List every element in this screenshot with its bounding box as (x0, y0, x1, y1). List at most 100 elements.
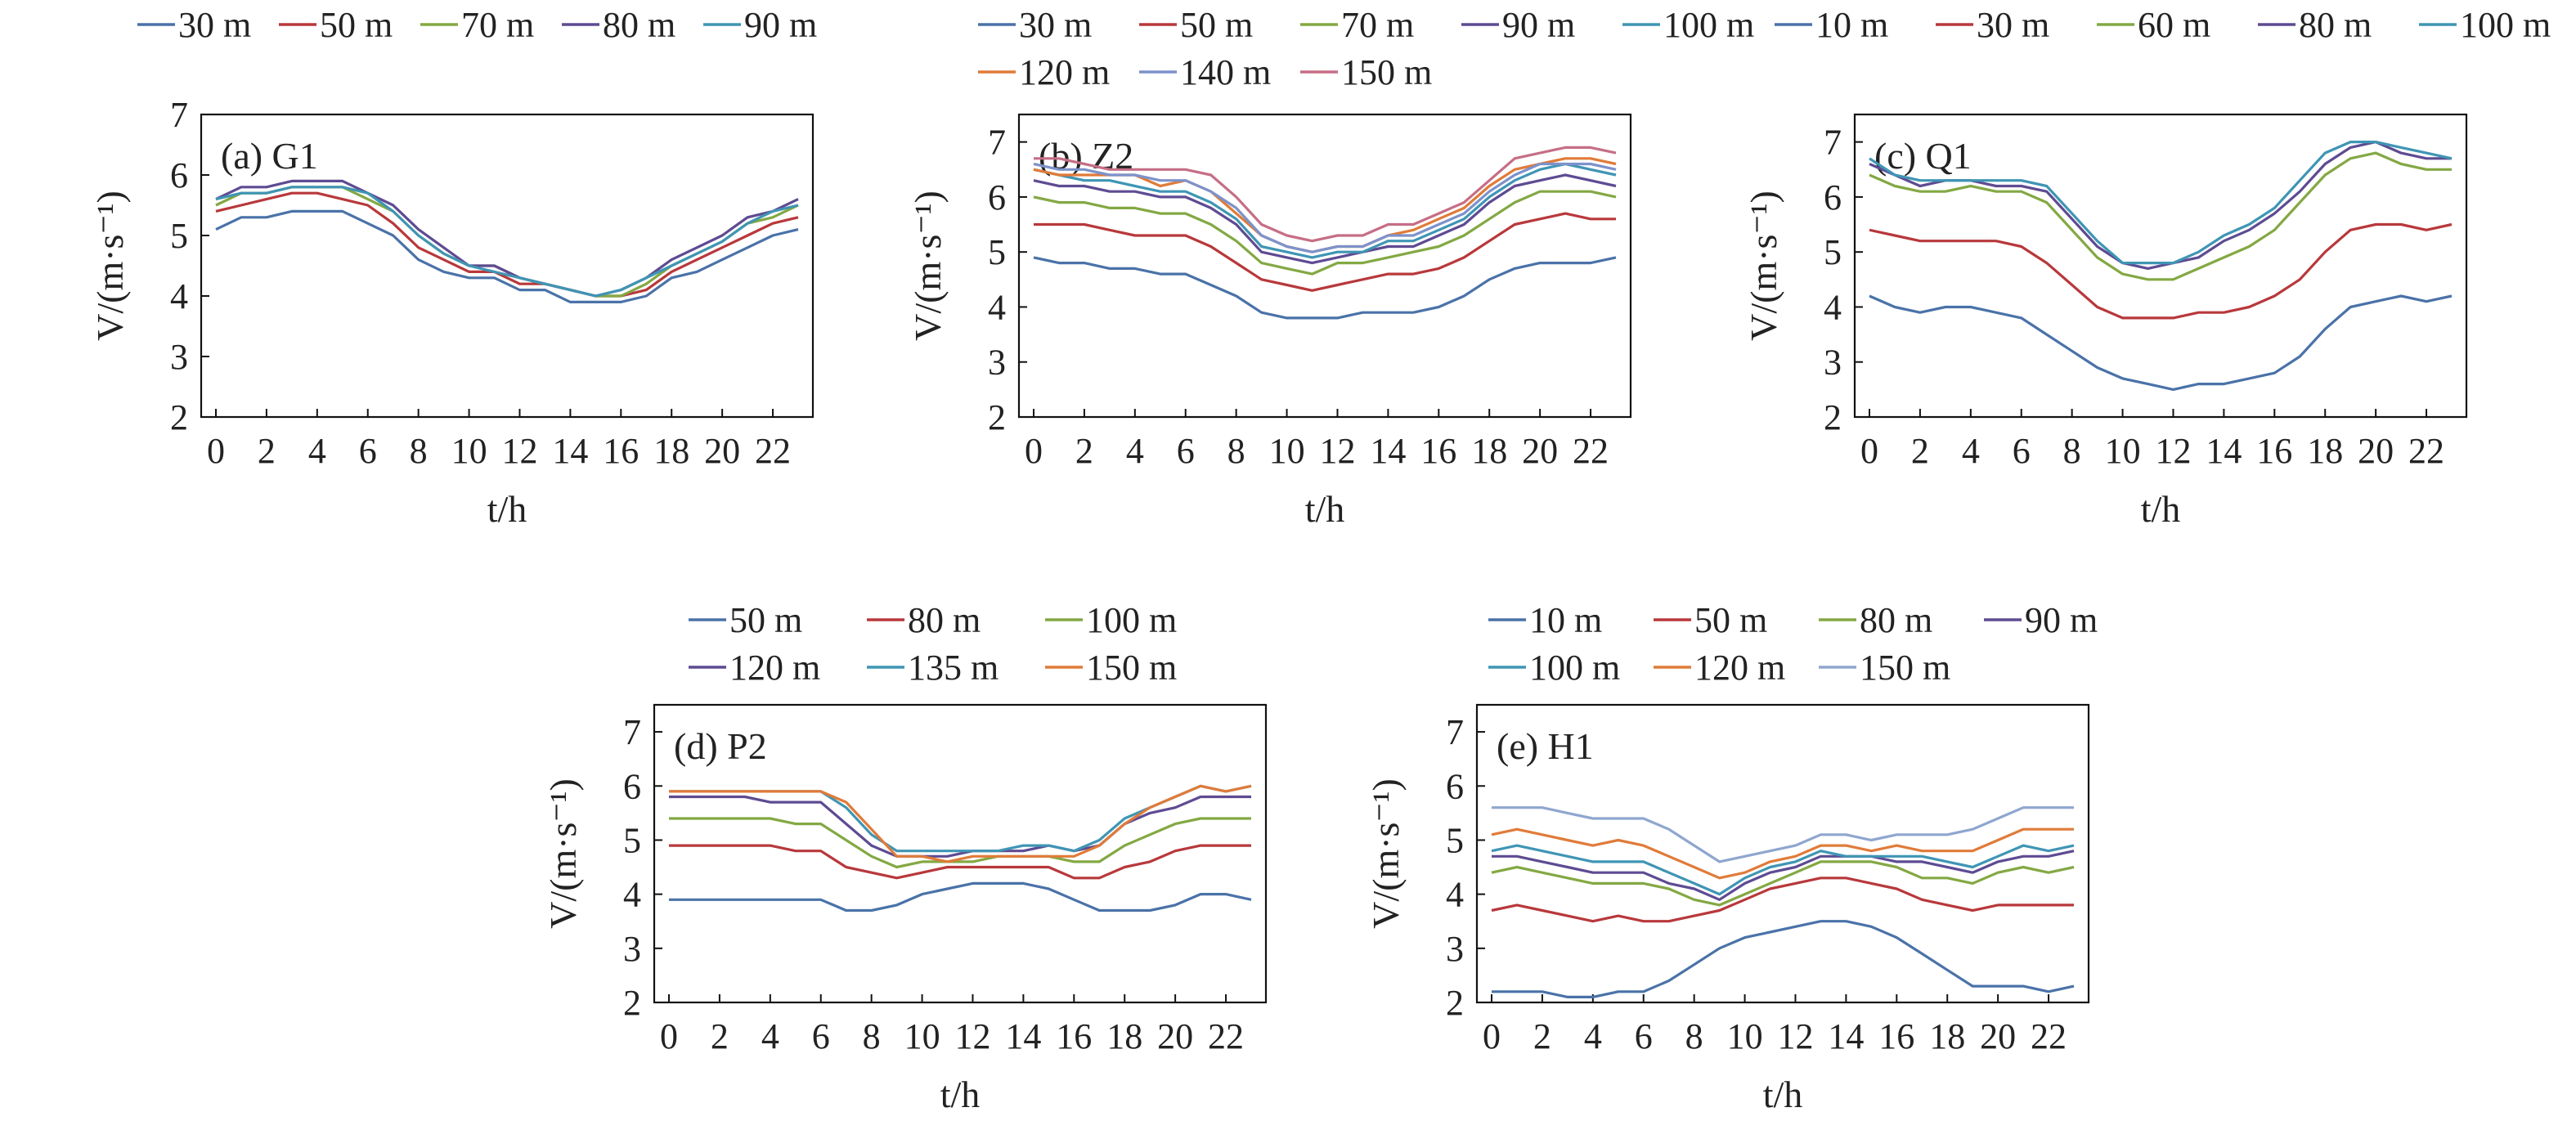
legend-label: 120 m (729, 648, 820, 688)
legend-label: 80 m (2299, 5, 2372, 45)
series-line-100m (669, 817, 1251, 869)
legend-label: 10 m (1815, 5, 1888, 45)
x-tick-label: 6 (1635, 1016, 1653, 1056)
x-tick-label: 10 (2105, 431, 2141, 471)
y-tick-label: 6 (1824, 177, 1842, 217)
y-tick-label: 6 (623, 766, 641, 806)
x-tick-label: 20 (1522, 431, 1558, 471)
x-tick-label: 6 (1177, 431, 1195, 471)
legend-label: 150 m (1860, 648, 1950, 688)
series-line-10m (1492, 920, 2075, 999)
x-tick-label: 12 (501, 431, 537, 471)
x-tick-label: 4 (761, 1016, 779, 1056)
x-tick-label: 2 (1075, 431, 1093, 471)
x-tick-label: 8 (863, 1016, 881, 1056)
x-tick-label: 4 (1584, 1016, 1602, 1056)
x-axis-title: t/h (940, 1074, 981, 1115)
y-tick-label: 4 (1446, 875, 1464, 915)
x-tick-label: 6 (812, 1016, 830, 1056)
legend-label: 100 m (1086, 600, 1177, 640)
series-line-30m (1869, 222, 2453, 320)
legend-label: 70 m (461, 5, 534, 45)
y-tick-label: 4 (988, 287, 1006, 327)
x-tick-label: 6 (359, 431, 377, 471)
legend-label: 100 m (1663, 5, 1754, 45)
series-line-70m (1033, 190, 1617, 276)
plot-frame (200, 113, 815, 419)
series-line-10m (1869, 294, 2453, 391)
series-line-120m (669, 795, 1251, 858)
x-tick-label: 4 (308, 431, 326, 471)
panel-label: (d) P2 (674, 725, 767, 767)
x-tick-label: 2 (1911, 431, 1929, 471)
x-tick-label: 12 (2155, 431, 2191, 471)
y-tick-label: 3 (988, 343, 1006, 383)
series-line-50m (215, 191, 799, 298)
x-tick-label: 20 (2358, 431, 2394, 471)
legend-label: 80 m (603, 5, 675, 45)
series-line-90m (215, 186, 799, 298)
y-tick-label: 4 (1824, 287, 1842, 327)
x-tick-label: 0 (660, 1016, 678, 1056)
x-tick-label: 4 (1126, 431, 1144, 471)
x-tick-label: 0 (1025, 431, 1043, 471)
y-tick-label: 3 (170, 337, 188, 377)
y-tick-label: 5 (623, 820, 641, 860)
legend-label: 60 m (2138, 5, 2210, 45)
x-tick-label: 22 (1573, 431, 1609, 471)
legend-label: 70 m (1341, 5, 1414, 45)
x-tick-label: 14 (552, 431, 588, 471)
x-tick-label: 18 (2307, 431, 2343, 471)
x-tick-label: 22 (2031, 1016, 2067, 1056)
y-tick-label: 4 (170, 276, 188, 316)
x-tick-label: 20 (1157, 1016, 1193, 1056)
x-tick-label: 8 (1227, 431, 1245, 471)
legend-label: 30 m (178, 5, 251, 45)
legend-label: 30 m (1019, 5, 1092, 45)
x-tick-label: 16 (603, 431, 639, 471)
series-line-100m (1869, 141, 2453, 265)
series-line-80m (1491, 860, 2075, 907)
legend-label: 80 m (908, 600, 981, 640)
legend-label: 50 m (729, 600, 802, 640)
x-tick-label: 14 (1828, 1016, 1864, 1056)
y-axis-title: V/(m·s⁻¹) (907, 191, 949, 341)
x-axis-title: t/h (1763, 1074, 1803, 1115)
x-tick-label: 16 (1056, 1016, 1092, 1056)
series-line-30m (215, 209, 799, 303)
x-tick-label: 8 (2063, 431, 2081, 471)
x-tick-label: 2 (1533, 1016, 1551, 1056)
x-tick-label: 4 (1962, 431, 1980, 471)
y-tick-label: 4 (623, 875, 641, 915)
x-tick-label: 16 (1878, 1016, 1914, 1056)
panel-label: (e) H1 (1497, 725, 1594, 767)
y-tick-label: 6 (1446, 766, 1464, 806)
y-tick-label: 5 (170, 216, 188, 256)
y-tick-label: 7 (170, 95, 188, 135)
series-line-80m (215, 179, 799, 298)
x-tick-label: 6 (2013, 431, 2031, 471)
legend-label: 140 m (1180, 52, 1271, 92)
x-tick-label: 0 (1483, 1016, 1501, 1056)
x-tick-label: 10 (451, 431, 487, 471)
y-tick-label: 7 (1446, 712, 1464, 752)
x-tick-label: 20 (1980, 1016, 2016, 1056)
series-line-150m (669, 784, 1252, 863)
y-tick-label: 5 (988, 232, 1006, 272)
x-tick-label: 14 (1370, 431, 1406, 471)
y-tick-label: 2 (170, 397, 188, 437)
y-axis-title: V/(m·s⁻¹) (542, 778, 584, 929)
x-axis-title: t/h (487, 488, 527, 530)
y-axis-title: V/(m·s⁻¹) (89, 191, 131, 341)
y-tick-label: 7 (988, 123, 1006, 163)
legend-label: 90 m (744, 5, 817, 45)
legend-label: 120 m (1694, 648, 1785, 688)
series-line-120m (1491, 827, 2074, 880)
series-line-150m (1034, 146, 1617, 243)
x-tick-label: 12 (954, 1016, 990, 1056)
series-line-100m (1033, 162, 1617, 259)
